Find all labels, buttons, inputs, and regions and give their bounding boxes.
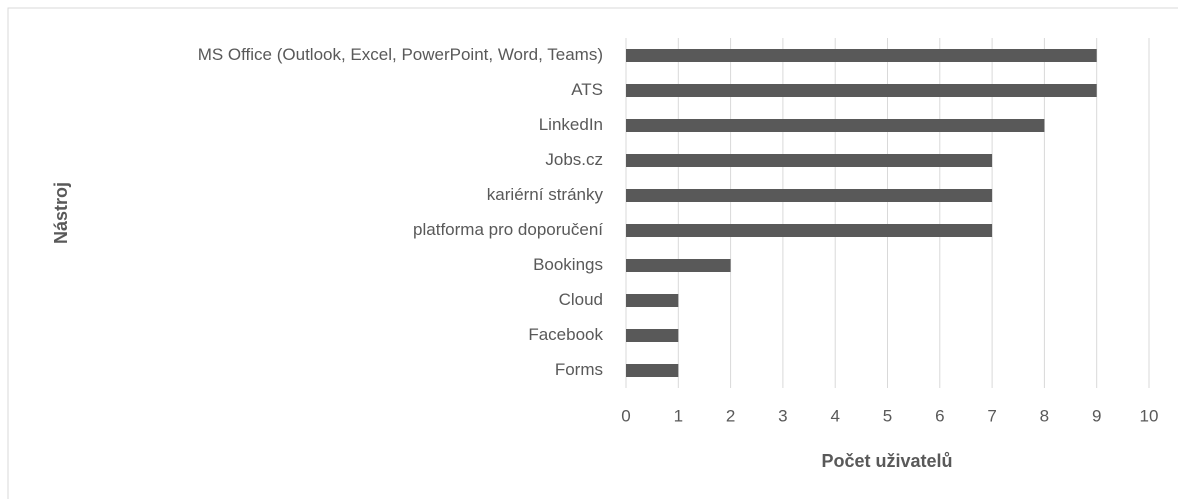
bar: [626, 224, 993, 237]
x-tick-label: 4: [830, 406, 839, 425]
x-tick-label: 7: [987, 406, 996, 425]
y-tick-label: platforma pro doporučení: [413, 220, 603, 239]
y-tick-label: LinkedIn: [539, 115, 603, 134]
bar: [626, 329, 679, 342]
y-tick-label: Bookings: [533, 255, 603, 274]
x-tick-label: 5: [883, 406, 892, 425]
bar: [626, 154, 993, 167]
bar: [626, 364, 679, 377]
y-tick-label: Forms: [555, 360, 603, 379]
bar: [626, 119, 1045, 132]
x-tick-label: 2: [726, 406, 735, 425]
x-tick-label: 8: [1040, 406, 1049, 425]
bar: [626, 259, 731, 272]
y-tick-label: Jobs.cz: [545, 150, 603, 169]
x-tick-label: 10: [1140, 406, 1159, 425]
y-tick-label: ATS: [571, 80, 603, 99]
bar: [626, 294, 679, 307]
y-tick-label: Facebook: [528, 325, 603, 344]
bar: [626, 84, 1097, 97]
x-tick-label: 3: [778, 406, 787, 425]
y-axis-title: Nástroj: [51, 182, 71, 244]
x-tick-label: 0: [621, 406, 630, 425]
x-tick-label: 1: [674, 406, 683, 425]
bar: [626, 49, 1097, 62]
x-axis-title: Počet uživatelů: [821, 451, 952, 471]
x-tick-label: 6: [935, 406, 944, 425]
y-tick-label: MS Office (Outlook, Excel, PowerPoint, W…: [198, 45, 603, 64]
y-tick-label: Cloud: [559, 290, 603, 309]
chart-border: [7, 7, 1178, 499]
bar: [626, 189, 993, 202]
x-tick-label: 9: [1092, 406, 1101, 425]
y-tick-label: kariérní stránky: [487, 185, 604, 204]
